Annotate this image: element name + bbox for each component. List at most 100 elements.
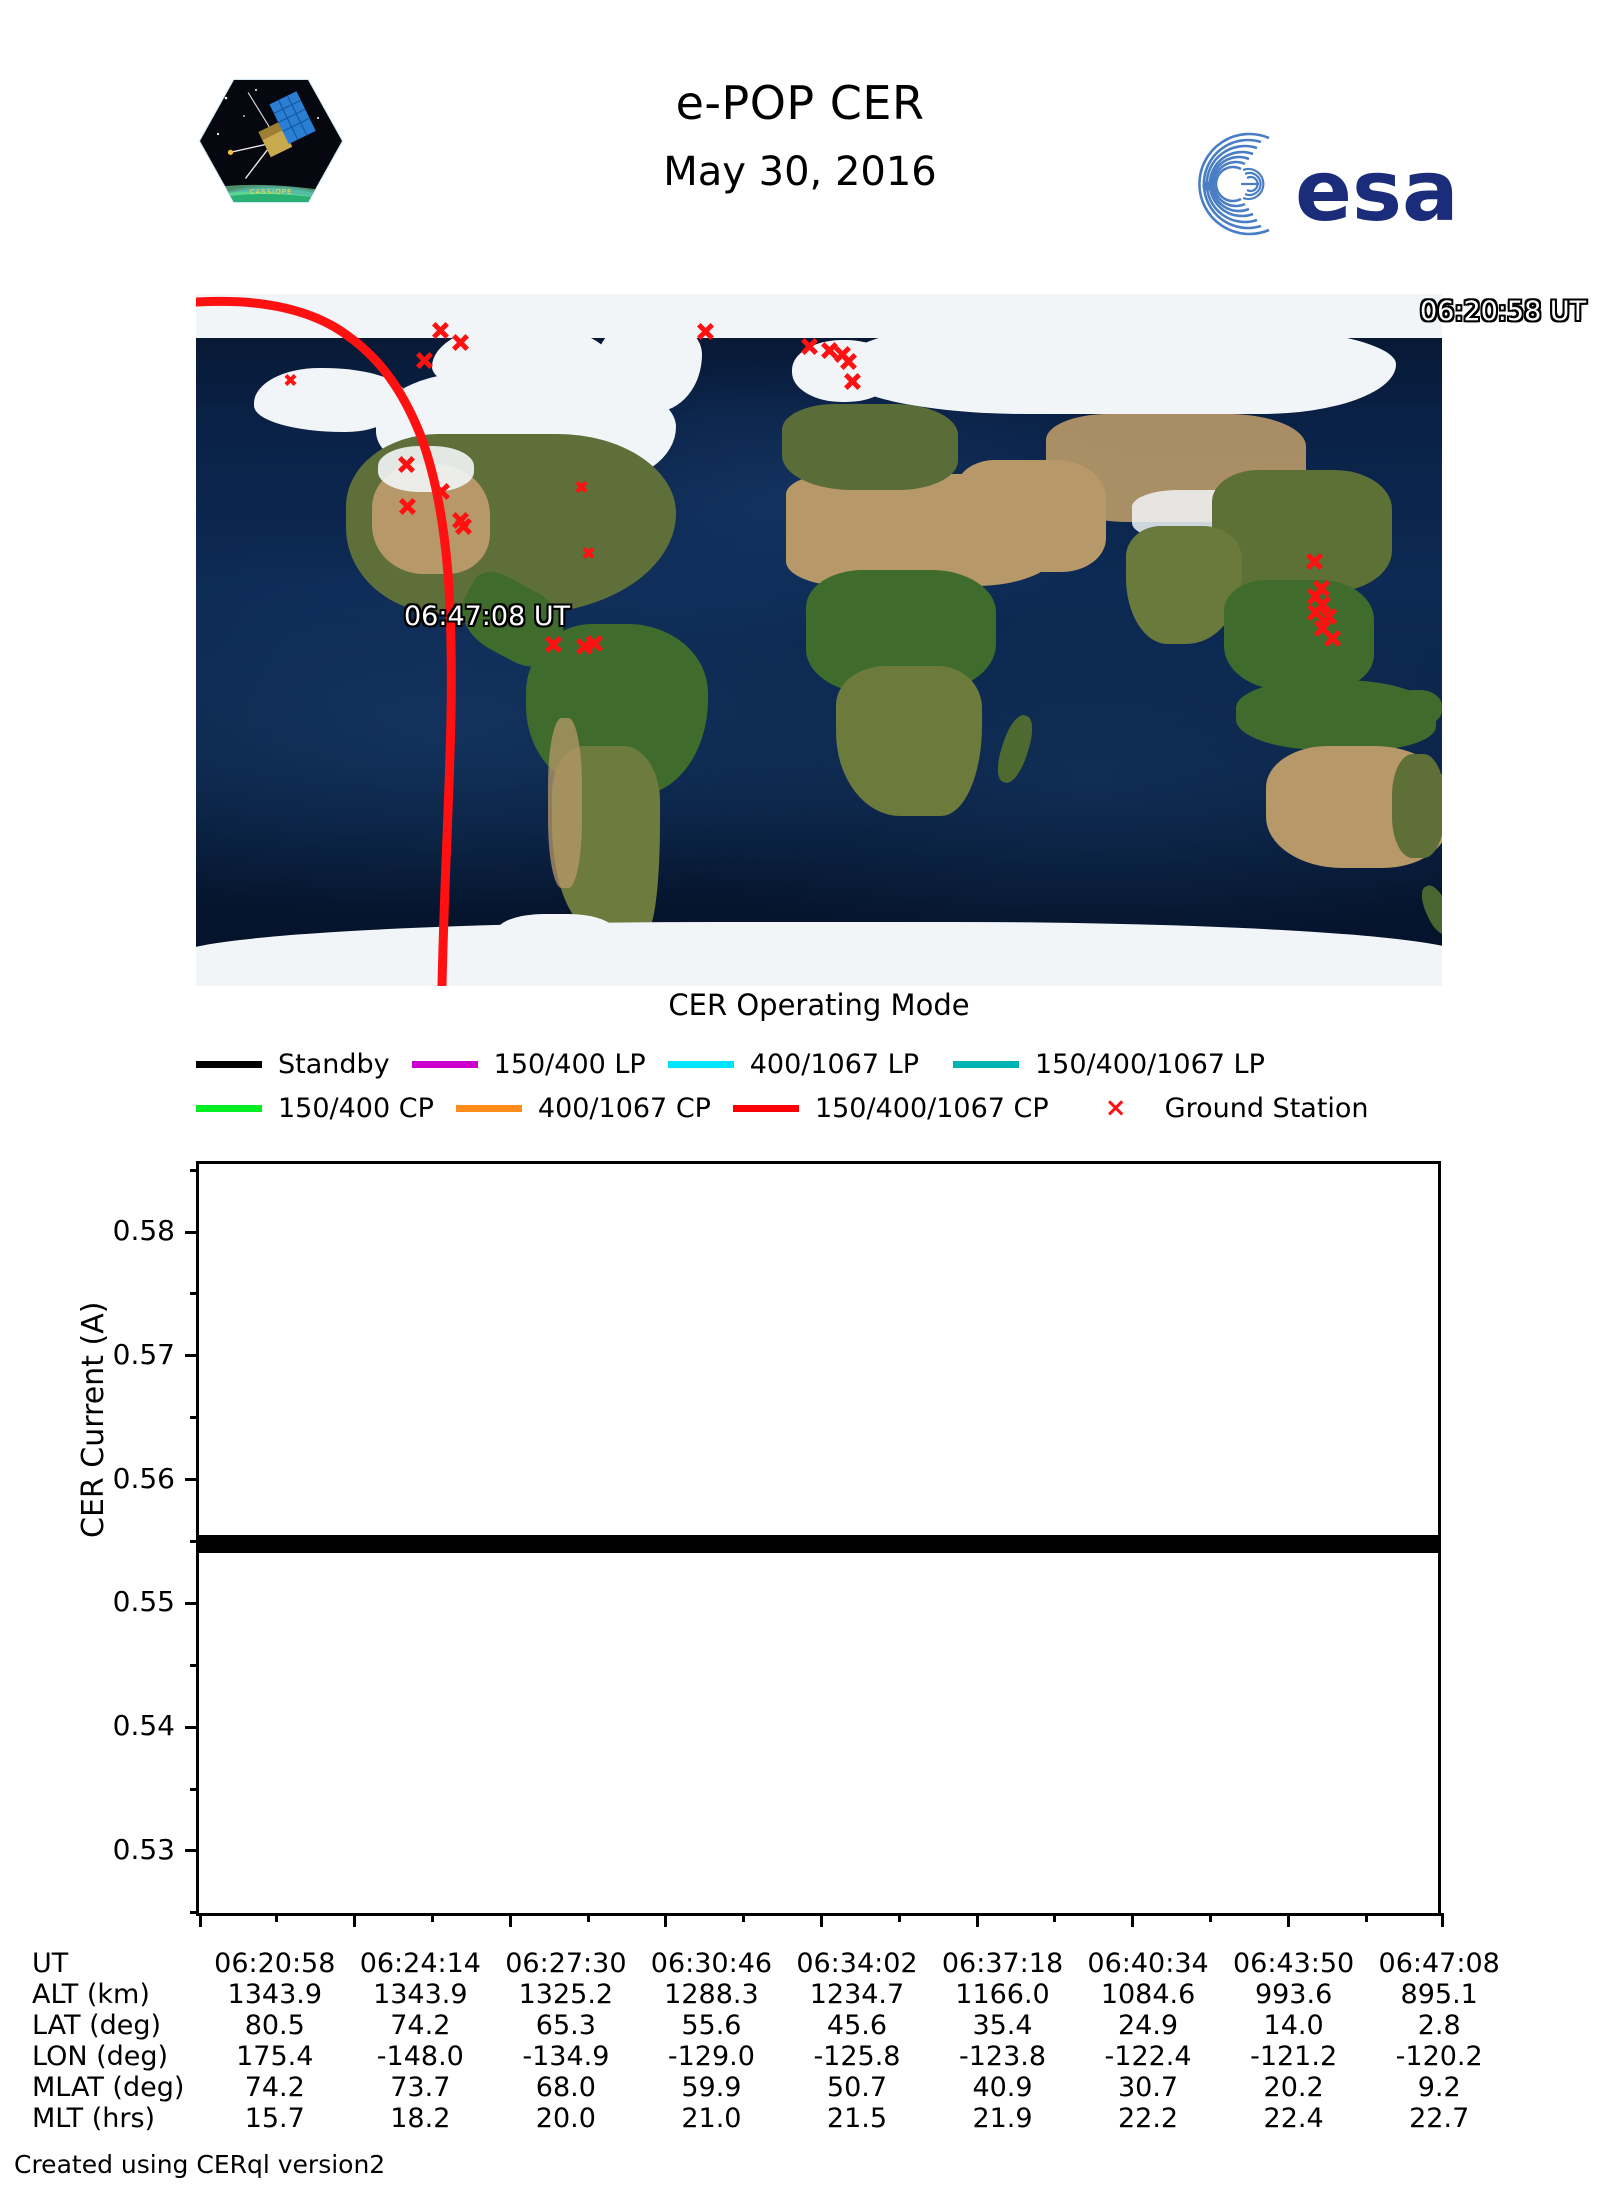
y-tick-minor: [190, 1292, 199, 1296]
legend-label: Standby: [278, 1048, 390, 1080]
x-tick-major: [975, 1913, 979, 1927]
x-tick-major: [1286, 1913, 1290, 1927]
legend-item-standby[interactable]: Standby: [196, 1049, 390, 1080]
y-tick-minor: [190, 1416, 199, 1420]
east-asia: [1212, 470, 1392, 592]
line-swatch-icon: [455, 1104, 522, 1112]
legend-row: 150/400 CP 400/1067 CP 150/400/1067 CP × Gro…: [196, 1086, 1446, 1130]
x-tick-major: [1131, 1913, 1135, 1927]
table-cell: 2.8: [1417, 2010, 1461, 2041]
table-cell: 50.7: [826, 2072, 888, 2103]
legend-label: 150/400 CP: [278, 1092, 434, 1124]
table-cell: 21.0: [681, 2103, 742, 2134]
y-tick-label: 0.58: [112, 1214, 175, 1248]
footer-note: Created using CERql version2: [14, 2150, 386, 2179]
table-cell: 06:27:30: [505, 1948, 627, 1979]
y-tick-label: 0.56: [112, 1461, 175, 1495]
table-cell: 993.6: [1254, 1979, 1333, 2010]
x-tick-major: [664, 1913, 668, 1927]
svg-text:CASSIOPE: CASSIOPE: [250, 188, 293, 196]
table-row: MLT (hrs) 15.7 18.2 20.0 21.0 21.5 21.9 22.2 22.…: [32, 2103, 1512, 2134]
legend-label: 150/400 LP: [493, 1048, 646, 1080]
cer-current-plot[interactable]: 0.53 0.54 0.55 0.56 0.57 0.58: [113, 1161, 1444, 1927]
table-cell: 06:34:02: [796, 1948, 918, 1979]
australia-east-coast: [1392, 754, 1442, 858]
table-row-label: MLT (hrs): [32, 2103, 156, 2134]
table-cell: 21.9: [972, 2103, 1033, 2134]
legend-item-150-400-1067-lp[interactable]: 150/400/1067 LP: [952, 1048, 1265, 1080]
table-cell: 1343.9: [373, 1979, 468, 2010]
x-tick-minor: [1053, 1913, 1057, 1922]
table-cell: 73.7: [390, 2072, 451, 2103]
y-tick-major: [185, 1601, 199, 1605]
legend-item-400-1067-lp[interactable]: 400/1067 LP: [667, 1049, 919, 1080]
y-tick-minor: [190, 1663, 199, 1667]
y-tick-label: 0.57: [112, 1337, 175, 1371]
ephemeris-table: UT 06:20:58 06:24:14 06:27:30 06:30:46 06:34:…: [32, 1948, 1512, 2134]
page-subtitle: May 30, 2016: [663, 149, 937, 195]
x-tick-major: [1441, 1913, 1444, 1927]
table-cell: 40.9: [972, 2072, 1033, 2103]
table-row: LON (deg) 175.4 -148.0 -134.9 -129.0 -125.8 -1…: [32, 2041, 1512, 2072]
table-row: MLAT (deg) 74.2 73.7 68.0 59.9 50.7 40.9 30.7 20…: [32, 2072, 1512, 2103]
legend-item-150-400-cp[interactable]: 150/400 CP: [196, 1093, 434, 1124]
ut-start-label: 06:20:58 UT: [1420, 296, 1587, 327]
table-cell: 06:20:58: [214, 1948, 336, 1979]
x-tick-minor: [586, 1913, 590, 1922]
x-tick-minor: [430, 1913, 434, 1922]
y-tick-minor: [190, 1540, 199, 1543]
legend-item-150-400-1067-cp[interactable]: 150/400/1067 CP: [732, 1093, 1049, 1124]
table-row-label: ALT (km): [32, 1979, 150, 2010]
table-cell: 1234.7: [809, 1979, 905, 2010]
legend-item-400-1067-cp[interactable]: 400/1067 CP: [455, 1092, 711, 1124]
table-cell: -134.9: [522, 2041, 610, 2072]
table-cell: 65.3: [535, 2010, 596, 2041]
table-cell: 1325.2: [518, 1979, 614, 2010]
line-swatch-icon: [411, 1060, 478, 1068]
table-cell: 59.9: [681, 2072, 742, 2103]
table-row: ALT (km) 1343.9 1343.9 1325.2 1288.3 1234.7 11…: [32, 1979, 1512, 2010]
india: [1126, 526, 1242, 644]
esa-agency-logo: esa: [1183, 128, 1473, 240]
legend-label: 400/1067 CP: [537, 1092, 711, 1124]
ut-end-label: 06:47:08 UT: [404, 601, 571, 632]
x-tick-minor: [897, 1913, 901, 1922]
southeast-asia: [1224, 580, 1374, 690]
table-cell: 45.6: [826, 2010, 888, 2041]
table-cell: 55.6: [681, 2010, 742, 2041]
table-row-label: LON (deg): [32, 2041, 169, 2072]
y-tick-major: [185, 1849, 199, 1853]
table-cell: 14.0: [1263, 2010, 1324, 2041]
legend-label: Ground Station: [1164, 1092, 1369, 1124]
table-cell: 9.2: [1417, 2072, 1461, 2103]
table-cell: 895.1: [1400, 1979, 1478, 2010]
y-tick-minor: [190, 1911, 199, 1915]
y-tick-label: 0.54: [112, 1709, 175, 1743]
legend-label: 150/400/1067 LP: [1034, 1048, 1265, 1080]
table-cell: 06:24:14: [359, 1948, 481, 1979]
world-map-panel[interactable]: [196, 294, 1442, 986]
table-cell: 15.7: [244, 2103, 305, 2134]
table-cell: 74.2: [244, 2072, 305, 2103]
table-cell: 22.7: [1409, 2103, 1470, 2134]
table-cell: 20.0: [535, 2103, 596, 2134]
table-cell: 22.4: [1263, 2103, 1324, 2134]
x-tick-major: [199, 1913, 202, 1927]
y-tick-minor: [190, 1787, 199, 1791]
x-tick-minor: [275, 1913, 279, 1922]
table-cell: 30.7: [1117, 2072, 1179, 2103]
legend-item-ground-station[interactable]: × Ground Station: [1083, 1093, 1369, 1124]
table-row-label: LAT (deg): [32, 2010, 162, 2041]
legend-item-150-400-lp[interactable]: 150/400 LP: [411, 1048, 646, 1080]
table-cell: -121.2: [1250, 2041, 1338, 2072]
table-cell: 1166.0: [955, 1979, 1050, 2010]
table-cell: 21.5: [826, 2103, 888, 2134]
table-cell: -123.8: [958, 2041, 1047, 2072]
table-cell: -129.0: [667, 2041, 755, 2072]
legend-row: Standby 150/400 LP 400/1067 LP 150/400/1067…: [196, 1042, 1446, 1086]
table-cell: 1288.3: [664, 1979, 759, 2010]
line-swatch-icon: [196, 1060, 262, 1068]
x-tick-minor: [1364, 1913, 1368, 1922]
table-cell: 35.4: [972, 2010, 1033, 2041]
table-cell: 06:40:34: [1087, 1948, 1209, 1979]
